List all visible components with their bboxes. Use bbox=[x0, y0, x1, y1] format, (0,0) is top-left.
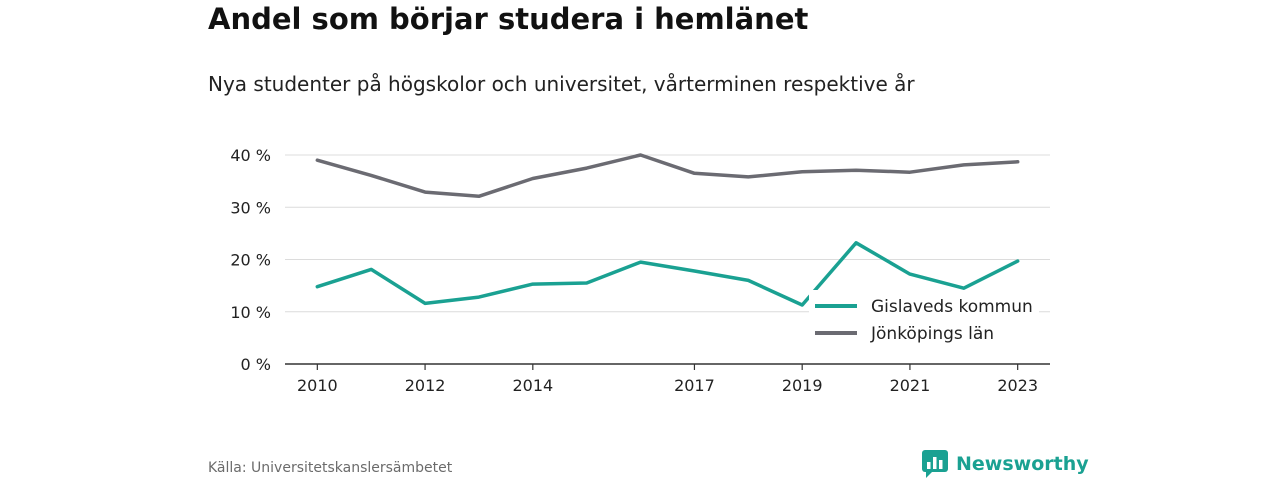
source-note: Källa: Universitetskanslersämbetet bbox=[208, 460, 453, 476]
y-tick-label: 10 % bbox=[230, 303, 271, 322]
brand-logo: Newsworthy bbox=[922, 450, 1089, 478]
chart-subtitle: Nya studenter på högskolor och universit… bbox=[208, 72, 915, 96]
legend: Gislaveds kommun Jönköpings län bbox=[809, 290, 1039, 348]
y-axis-ticks: 0 % 10 % 20 % 30 % 40 % bbox=[230, 146, 271, 374]
x-tick-label: 2023 bbox=[997, 376, 1038, 395]
x-tick-label: 2021 bbox=[890, 376, 931, 395]
legend-label: Gislaveds kommun bbox=[871, 297, 1033, 317]
legend-label: Jönköpings län bbox=[870, 324, 994, 344]
y-tick-label: 40 % bbox=[230, 146, 271, 165]
chart-title: Andel som börjar studera i hemlänet bbox=[208, 2, 809, 36]
gridlines bbox=[285, 154, 1050, 365]
x-tick-label: 2010 bbox=[297, 376, 338, 395]
y-tick-label: 20 % bbox=[230, 251, 271, 270]
x-tick-label: 2014 bbox=[512, 376, 553, 395]
series-line-gislaved bbox=[315, 241, 1020, 307]
legend-background bbox=[809, 290, 1039, 348]
x-axis-ticks: 2010 2012 2014 2017 2019 2021 2023 bbox=[297, 364, 1038, 395]
series-line-jonkoping bbox=[315, 153, 1020, 199]
x-tick-label: 2017 bbox=[674, 376, 715, 395]
brand-name: Newsworthy bbox=[956, 453, 1089, 475]
y-tick-label: 0 % bbox=[241, 355, 271, 374]
x-tick-label: 2019 bbox=[782, 376, 823, 395]
newsworthy-logo-icon bbox=[922, 450, 948, 478]
y-tick-label: 30 % bbox=[230, 198, 271, 217]
series-lines bbox=[315, 153, 1020, 307]
x-tick-label: 2012 bbox=[405, 376, 446, 395]
